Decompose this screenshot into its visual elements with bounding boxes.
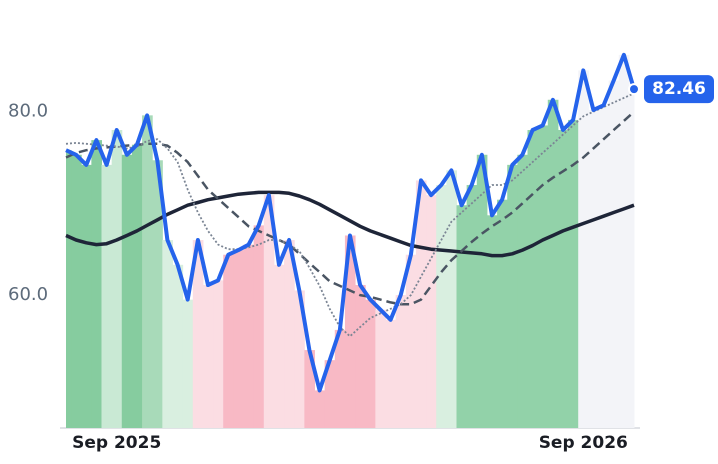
regime-band — [192, 240, 204, 428]
regime-band — [466, 185, 478, 428]
regime-band — [202, 284, 214, 428]
regime-band — [162, 240, 173, 428]
x-tick-label: Sep 2025 — [72, 433, 161, 453]
regime-band — [568, 119, 579, 429]
regime-band — [628, 89, 635, 428]
regime-band — [446, 170, 457, 428]
regime-band — [375, 309, 386, 428]
regime-band — [355, 284, 366, 428]
regime-band — [121, 154, 133, 428]
regime-band — [618, 54, 630, 428]
regime-band — [223, 254, 234, 428]
regime-band — [344, 235, 356, 428]
regime-band — [142, 115, 153, 428]
regime-band — [405, 254, 417, 428]
regime-band — [213, 280, 224, 428]
regime-band — [517, 154, 528, 428]
regime-band — [131, 144, 143, 428]
y-tick-label: 60.0 — [8, 284, 48, 305]
regime-band — [111, 130, 123, 429]
regime-band — [578, 70, 589, 428]
last-value-badge — [644, 75, 714, 104]
regime-band — [456, 205, 468, 428]
regime-band — [182, 299, 194, 428]
regime-band — [71, 154, 82, 428]
last-value-label: 82.46 — [652, 79, 706, 99]
regime-band — [324, 360, 336, 428]
regime-band — [476, 154, 488, 428]
regime-band — [294, 290, 305, 428]
regime-band — [415, 180, 427, 428]
regime-band — [243, 244, 255, 428]
y-tick-label: 80.0 — [8, 101, 48, 122]
regime-band — [334, 329, 346, 428]
regime-band — [598, 105, 610, 428]
regime-band — [395, 295, 407, 428]
regime-band — [527, 130, 539, 429]
x-tick-label: Sep 2026 — [539, 433, 628, 453]
regime-band — [284, 240, 295, 428]
regime-band — [385, 319, 397, 428]
regime-band — [66, 150, 72, 429]
regime-band — [588, 109, 599, 428]
regime-band — [507, 164, 518, 428]
regime-band — [365, 299, 376, 428]
regime-band — [426, 195, 437, 428]
regime-band — [547, 99, 559, 428]
regime-band — [557, 130, 569, 429]
regime-band — [314, 390, 326, 428]
series-line — [65, 190, 635, 258]
series-line — [65, 52, 636, 393]
series-line — [65, 92, 635, 338]
last-point — [628, 83, 640, 96]
regime-band — [608, 80, 620, 428]
series-line — [65, 110, 635, 306]
regime-band — [497, 199, 508, 428]
regime-band — [263, 195, 275, 428]
regime-band — [436, 185, 447, 428]
regime-band — [152, 160, 163, 428]
regime-band — [304, 350, 315, 428]
regime-band — [101, 164, 113, 428]
regime-band — [253, 225, 265, 428]
regime-band — [273, 264, 285, 428]
regime-band — [91, 140, 102, 429]
regime-band — [233, 250, 244, 428]
regime-band — [172, 264, 184, 428]
regime-band — [486, 215, 498, 428]
regime-band — [81, 164, 92, 428]
regime-band — [537, 125, 549, 428]
